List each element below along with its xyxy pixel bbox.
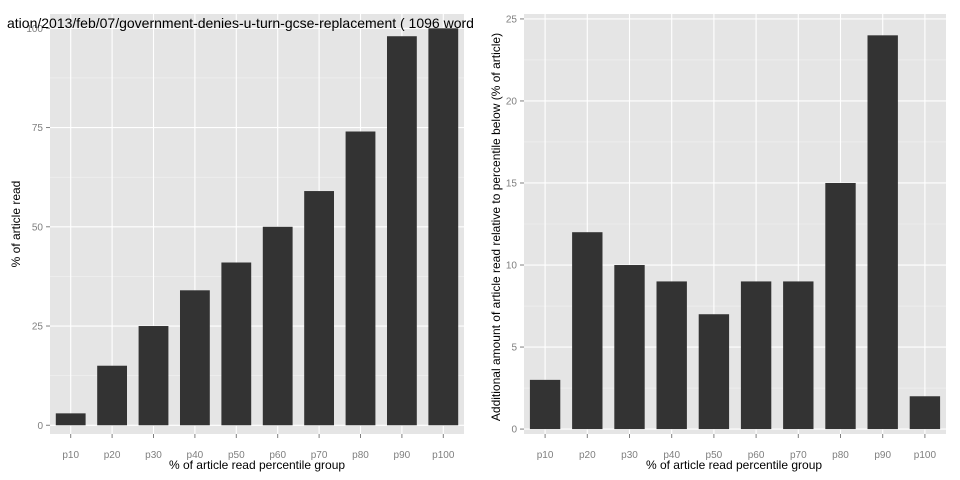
x-tick-label: p50 — [228, 450, 245, 461]
y-tick-label: 0 — [37, 421, 43, 432]
x-tick-label: p90 — [874, 450, 891, 461]
bar-p90 — [867, 35, 898, 430]
x-tick-label: p10 — [537, 450, 554, 461]
y-tick-label: 75 — [32, 123, 44, 134]
x-tick-label: p10 — [62, 450, 79, 461]
x-tick-label: p30 — [145, 450, 162, 461]
bar-p20 — [97, 365, 128, 426]
x-axis-title-1: % of article read percentile group — [169, 458, 345, 472]
y-tick-label: 10 — [506, 261, 518, 272]
x-tick-label: p80 — [352, 450, 369, 461]
bar-p30 — [614, 265, 645, 430]
bar-p100 — [909, 396, 941, 430]
y-tick-label: 25 — [32, 322, 44, 333]
y-tick-label: 25 — [506, 14, 518, 25]
y-axis-title-1: % of article read — [9, 181, 23, 268]
bar-p70 — [783, 281, 814, 430]
chart-cumulative-read: 0 25 50 75 100 p10 p20 p30 p40 p50 p60 p70 p80 p90 p1… — [7, 14, 474, 472]
bar-p50 — [698, 314, 730, 430]
x-tick-label: p80 — [832, 450, 849, 461]
x-tick-label: p60 — [748, 450, 765, 461]
x-tick-label: p60 — [269, 450, 286, 461]
x-tick-label: p30 — [621, 450, 638, 461]
x-tick-label: p20 — [579, 450, 596, 461]
x-tick-label: p70 — [311, 450, 328, 461]
bar-p80 — [345, 131, 376, 426]
bar-p60 — [262, 226, 293, 426]
bar-p70 — [304, 191, 335, 426]
y-tick-label: 0 — [511, 425, 517, 436]
bar-p40 — [656, 281, 687, 430]
x-tick-label: p70 — [790, 450, 807, 461]
x-axis-title-2: % of article read percentile group — [646, 458, 822, 472]
y-tick-label: 50 — [32, 222, 44, 233]
bar-p10 — [55, 413, 86, 426]
bar-p60 — [740, 281, 772, 430]
bar-p40 — [179, 290, 210, 426]
chart-additional-read: 0 5 10 15 20 25 p10 p20 p30 p40 p50 p60 p70 p80 p90 p1… — [489, 14, 946, 472]
x-tick-label: p100 — [914, 450, 937, 461]
y-tick-label: 100 — [26, 24, 43, 35]
x-tick-label: p40 — [663, 450, 680, 461]
y-axis-title-2: Additional amount of article read relati… — [489, 33, 503, 421]
bar-p10 — [529, 379, 561, 430]
chart-title-1: ation/2013/feb/07/government-denies-u-tu… — [7, 15, 474, 31]
x-tick-label: p90 — [394, 450, 411, 461]
x-tick-label: p50 — [706, 450, 723, 461]
bar-p30 — [138, 326, 169, 426]
y-tick-label: 20 — [506, 96, 518, 107]
bar-p80 — [825, 182, 856, 430]
x-tick-label: p20 — [104, 450, 121, 461]
bar-p20 — [572, 232, 603, 430]
bar-p90 — [386, 36, 417, 426]
x-tick-label: p40 — [187, 450, 204, 461]
y-tick-label: 5 — [511, 343, 517, 354]
x-tick-label: p100 — [432, 450, 455, 461]
bar-p50 — [221, 262, 252, 426]
y-tick-label: 15 — [506, 178, 518, 189]
bar-p100 — [428, 28, 459, 426]
